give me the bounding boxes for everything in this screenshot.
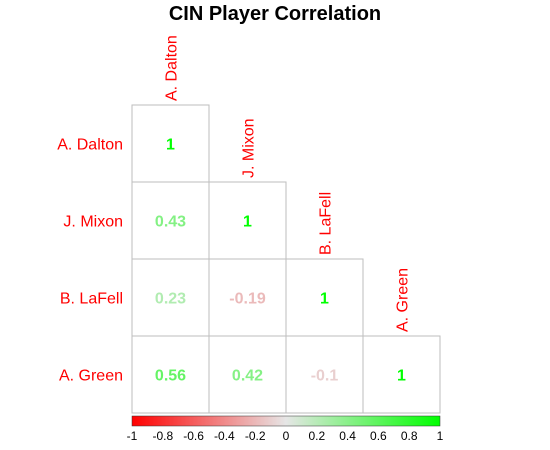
colorbar-tick-label: 0.4 [339, 429, 356, 443]
cell-value-label: 1 [166, 137, 175, 154]
colorbar-tick-label: 0.8 [401, 429, 418, 443]
matrix-cell [285, 335, 364, 414]
matrix-cell [208, 258, 287, 337]
axis-labels: A. Dalton A. Dalton J. Mixon J. Mixon B. LaF… [57, 35, 411, 384]
matrix-cell [208, 181, 287, 260]
column-label: A. Dalton [164, 35, 181, 101]
row-label: A. Green [59, 368, 123, 385]
cell-value-label: 1 [397, 368, 406, 385]
row-label: B. LaFell [60, 291, 123, 308]
colorbar-ticks: -1 -0.8 -0.6 -0.4 -0.2 0 0.2 0.4 0.6 0.8 1 [127, 429, 444, 443]
cell-value-label: 0.42 [232, 368, 263, 385]
column-label: J. Mixon [241, 118, 258, 178]
matrix-cell [131, 258, 210, 337]
row-label: A. Dalton [57, 137, 123, 154]
matrix-grid: 1 0.43 1 0.23 -0.19 1 0.56 0.42 -0.1 1 [131, 104, 441, 414]
cell-value-label: -0.19 [229, 291, 266, 308]
colorbar-tick-label: -1 [127, 429, 138, 443]
cell-value-label: 0.43 [155, 214, 186, 231]
colorbar-gradient [131, 415, 441, 427]
row-label: J. Mixon [63, 214, 123, 231]
colorbar: -1 -0.8 -0.6 -0.4 -0.2 0 0.2 0.4 0.6 0.8 1 [127, 415, 444, 443]
cell-value-label: 1 [320, 291, 329, 308]
cell-value-label: 1 [243, 214, 252, 231]
matrix-cell [362, 335, 441, 414]
colorbar-tick-label: 0.6 [370, 429, 387, 443]
cell-value-label: 0.23 [155, 291, 186, 308]
colorbar-tick-label: -0.8 [152, 429, 173, 443]
matrix-cell [131, 335, 210, 414]
column-label: B. LaFell [318, 192, 335, 255]
colorbar-tick-label: -0.2 [245, 429, 266, 443]
colorbar-tick-label: 0.2 [308, 429, 325, 443]
colorbar-tick-label: 0 [283, 429, 290, 443]
colorbar-tick-label: -0.6 [183, 429, 204, 443]
matrix-cell [285, 258, 364, 337]
matrix-cell [131, 181, 210, 260]
matrix-cell [208, 335, 287, 414]
colorbar-tick-label: -0.4 [214, 429, 235, 443]
column-label: A. Green [395, 268, 412, 332]
matrix-cell [131, 104, 210, 183]
colorbar-tick-label: 1 [437, 429, 444, 443]
cell-value-label: 0.56 [155, 368, 186, 385]
chart-title: CIN Player Correlation [169, 3, 381, 25]
cell-value-label: -0.1 [311, 368, 339, 385]
